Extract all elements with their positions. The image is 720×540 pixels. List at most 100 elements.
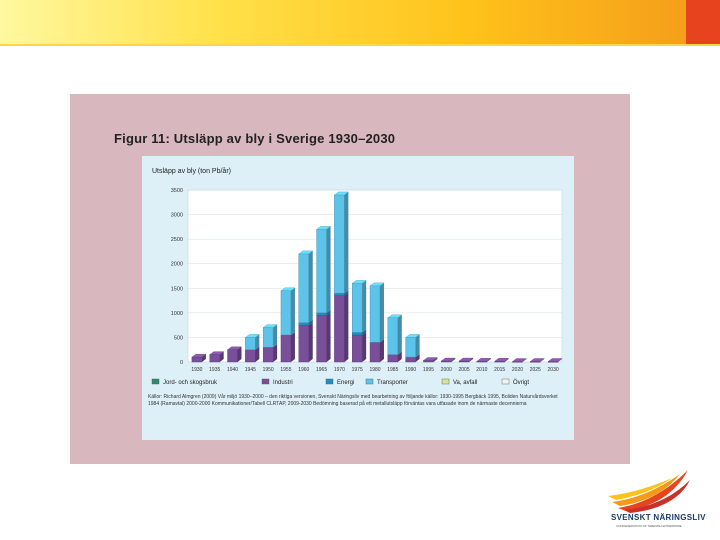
logo-swoosh-dark (624, 480, 690, 513)
bar-segment-side (290, 287, 295, 335)
bar-top (333, 191, 349, 196)
bar-segment (352, 334, 363, 363)
legend-swatch (501, 378, 510, 385)
figure-title: Figur 11: Utsläpp av bly i Sverige 1930–… (114, 131, 396, 146)
legend-swatch (151, 378, 160, 385)
bar-segment-side (219, 351, 224, 362)
bar-segment (334, 194, 345, 294)
bar-segment-side (308, 250, 313, 323)
logo-swoosh-red (618, 470, 688, 511)
bar-segment (316, 229, 327, 314)
x-tick-label: 1985 (387, 367, 398, 373)
bar-segment-side (397, 314, 402, 355)
brand-name: SVENSKT NÄRINGSLIV (611, 513, 706, 522)
y-tick-labels: 0 500 1000 1500 2000 2500 3000 3500 (171, 188, 183, 366)
y-tick-label: 1000 (171, 311, 183, 317)
x-tick-label: 1955 (280, 367, 291, 373)
bar-top (262, 324, 278, 328)
bar-segment (334, 292, 345, 296)
grid-layer (187, 189, 563, 363)
bar-1945 (244, 334, 260, 363)
swoosh-logo-icon (608, 470, 690, 513)
bar-top (422, 357, 438, 361)
legend-swatch (441, 378, 450, 385)
bar-segment (280, 290, 292, 336)
x-tick-label: 1970 (334, 367, 345, 373)
legend-swatch (325, 378, 334, 385)
bar-2015 (494, 358, 510, 363)
bar-top (476, 358, 492, 362)
bar-segment-side (397, 351, 402, 362)
bar-1935 (209, 351, 225, 363)
bar-top (244, 334, 260, 338)
bar-segment-side (344, 290, 349, 296)
legend-label: Industri (273, 380, 293, 386)
bar-top (316, 226, 332, 230)
bar-segment-side (273, 324, 278, 348)
bar-segment-side (290, 331, 295, 362)
bar-1970 (333, 191, 349, 363)
bar-1930 (191, 353, 207, 363)
bar-segment-side (469, 358, 474, 362)
bar-top (547, 358, 563, 362)
bar-1975 (351, 280, 367, 363)
bar-segment (262, 327, 274, 348)
y-tick-label: 2000 (171, 262, 183, 268)
bar-1990 (405, 334, 421, 363)
brand-tagline: CONFEDERATION OF SWEDISH ENTERPRISE (616, 524, 682, 528)
bar-segment (209, 354, 220, 363)
bar-top (440, 357, 456, 362)
bar-segment (316, 315, 327, 363)
x-tick-label: 2005 (458, 367, 469, 373)
legend: Jord- och skogsbruk Industri Energi Transpo… (151, 378, 529, 386)
top-accent-block (686, 0, 720, 44)
bar-2005 (458, 357, 474, 363)
x-tick-label: 1990 (405, 367, 416, 373)
y-tick-label: 500 (174, 335, 183, 341)
bar-segment (352, 332, 363, 336)
bar-2030 (547, 358, 563, 363)
bar-segment-side (326, 226, 331, 313)
x-tick-label: 2025 (530, 367, 541, 373)
bar-1940 (227, 346, 242, 363)
bar-segment-side (344, 292, 349, 362)
bar-segment-side (273, 344, 278, 362)
y-tick-label: 2500 (171, 237, 183, 243)
x-tick-label: 1930 (191, 367, 202, 373)
bar-top (298, 250, 314, 255)
bar-segment (352, 283, 363, 333)
bar-segment (298, 253, 309, 323)
x-tick-label: 1940 (227, 367, 238, 373)
lead-emission-chart: Utsläpp av bly (ton Pb/år) 0 500 1000 1500 2… (151, 167, 563, 386)
bar-2025 (529, 358, 545, 363)
bar-top (458, 357, 474, 362)
x-tick-label: 1950 (263, 367, 274, 373)
y-tick-label: 3000 (171, 213, 183, 219)
bar-segment-side (415, 354, 420, 362)
y-tick-label: 0 (180, 360, 183, 366)
bar-top (280, 287, 296, 291)
bar-segment-side (237, 346, 242, 362)
x-tick-label: 2000 (441, 367, 452, 373)
bar-segment (298, 322, 309, 326)
top-bar-divider (0, 44, 720, 46)
bar-segment (316, 312, 327, 316)
legend-label: Va, avfall (453, 380, 477, 386)
bar-segment-side (362, 329, 367, 335)
bar-2020 (512, 358, 527, 363)
x-tick-label: 2020 (512, 367, 523, 373)
x-tick-label: 1980 (369, 367, 380, 373)
bar-segment (423, 360, 434, 363)
bar-segment-side (362, 331, 367, 362)
x-tick-label: 1995 (423, 367, 434, 373)
bar-top (387, 314, 403, 318)
bar-segment (387, 317, 398, 355)
x-tick-label: 1935 (209, 367, 220, 373)
bar-segment (191, 356, 203, 363)
logo-swoosh-orange (612, 474, 680, 506)
x-tick-label: 1945 (245, 367, 256, 373)
bar-segment (387, 354, 398, 363)
figure-panel: Figur 11: Utsläpp av bly i Sverige 1930–… (70, 94, 630, 464)
bar-2000 (440, 357, 456, 363)
bar-segment-side (362, 280, 367, 333)
